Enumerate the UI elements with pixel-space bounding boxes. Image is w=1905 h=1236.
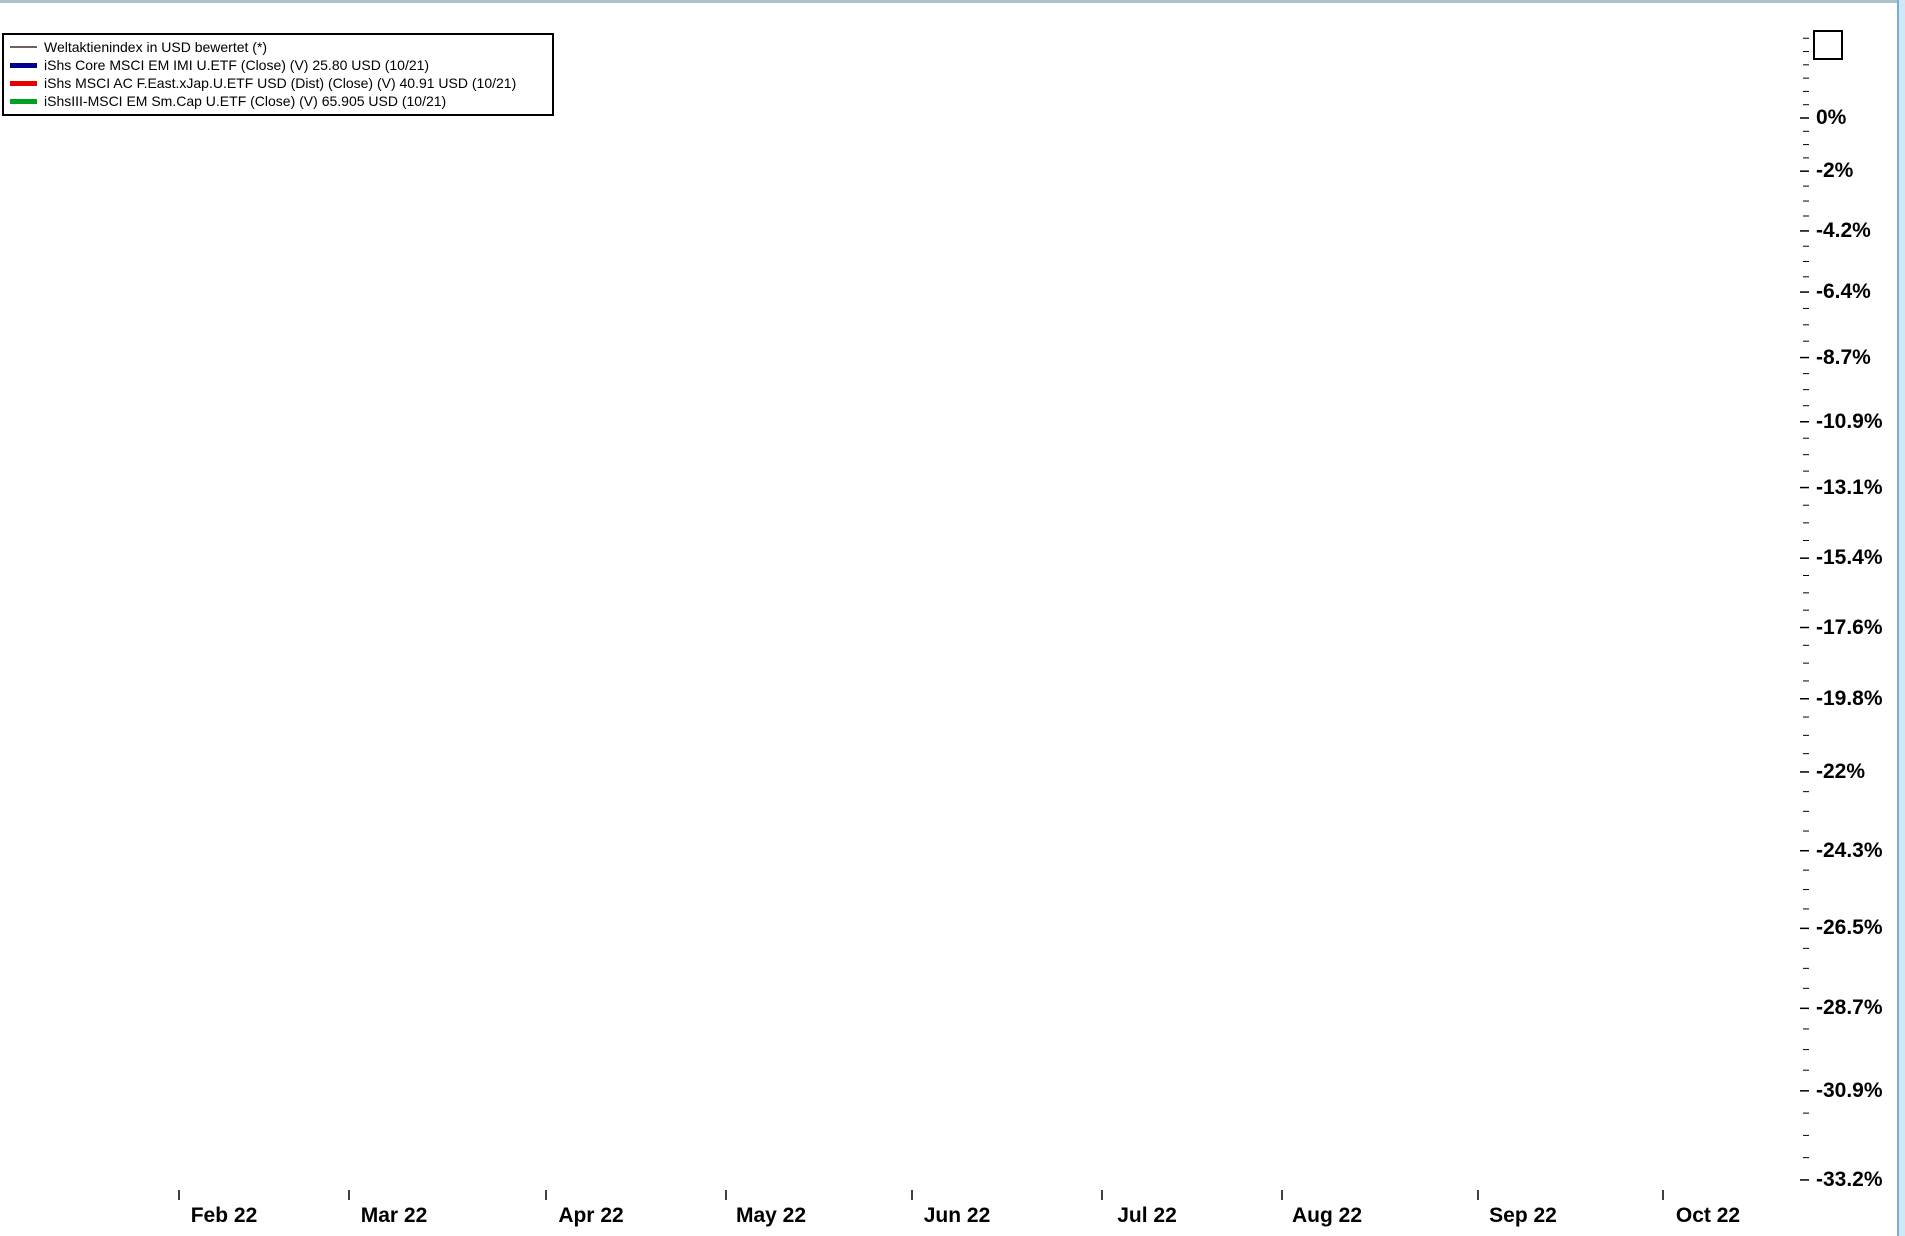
- y-axis-tick-label: -26.5%: [1816, 916, 1883, 940]
- x-axis-tick-label: May 22: [735, 1204, 807, 1227]
- y-axis-tick-label: -15.4%: [1816, 546, 1883, 570]
- legend-item: Weltaktienindex in USD bewertet (*): [10, 38, 546, 56]
- y-axis-tick-label: -24.3%: [1816, 838, 1883, 862]
- x-axis-tick-label: Jul 22: [1117, 1204, 1177, 1227]
- y-axis-tick-label: -19.8%: [1816, 686, 1883, 710]
- y-axis-tick-label: -8.7%: [1816, 345, 1871, 369]
- y-axis-tick-label: -17.6%: [1816, 615, 1883, 639]
- legend-item: iShs Core MSCI EM IMI U.ETF (Close) (V) …: [10, 56, 546, 74]
- window-top-edge: [0, 0, 1905, 3]
- x-axis-tick-label: Apr 22: [558, 1204, 624, 1227]
- legend-item-label: iShs MSCI AC F.East.xJap.U.ETF USD (Dist…: [44, 75, 517, 91]
- y-axis-tick-label: -6.4%: [1816, 280, 1871, 304]
- legend-line-swatch: [10, 62, 37, 68]
- y-axis-tick-label: -13.1%: [1816, 475, 1883, 499]
- legend-item-label: Weltaktienindex in USD bewertet (*): [44, 39, 268, 55]
- chart-plot-area: [0, 26, 1810, 1200]
- y-axis-tick-label: -30.9%: [1816, 1078, 1883, 1102]
- y-axis-tick-label: -10.9%: [1816, 409, 1883, 433]
- y-axis-tick-label: -28.7%: [1816, 996, 1883, 1020]
- window-right-edge: [1897, 0, 1905, 1236]
- y-axis-tick-label: -2%: [1816, 159, 1854, 183]
- legend-box: Weltaktienindex in USD bewertet (*) iShs …: [2, 33, 554, 116]
- x-axis-tick-label: Jun 22: [923, 1204, 991, 1227]
- legend-item-label: iShs Core MSCI EM IMI U.ETF (Close) (V) …: [44, 57, 430, 73]
- legend-item-label: iShsIII-MSCI EM Sm.Cap U.ETF (Close) (V)…: [44, 93, 447, 109]
- legend-line-swatch: [10, 98, 37, 104]
- legend-line-swatch: [10, 46, 37, 48]
- legend-line-swatch: [10, 80, 37, 86]
- x-axis-tick-label: Mar 22: [360, 1204, 428, 1227]
- x-axis-tick-label: Feb 22: [190, 1204, 258, 1227]
- y-axis-tick-label: 0%: [1816, 106, 1847, 129]
- x-axis-tick-label: Aug 22: [1291, 1204, 1362, 1227]
- x-axis-tick-label: Sep 22: [1489, 1204, 1557, 1227]
- x-axis-tick-label: Oct 22: [1675, 1204, 1741, 1227]
- legend-item: iShsIII-MSCI EM Sm.Cap U.ETF (Close) (V)…: [10, 92, 546, 110]
- y-axis-tick-label: -4.2%: [1816, 218, 1871, 242]
- y-axis-unit-button[interactable]: [1813, 30, 1843, 60]
- y-axis-tick-label: -22%: [1816, 759, 1866, 783]
- chart-title: [0, 3, 1810, 27]
- y-axis-tick-label: -33.2%: [1816, 1167, 1883, 1191]
- chart-canvas: [178, 37, 1809, 1200]
- legend-item: iShs MSCI AC F.East.xJap.U.ETF USD (Dist…: [10, 74, 546, 92]
